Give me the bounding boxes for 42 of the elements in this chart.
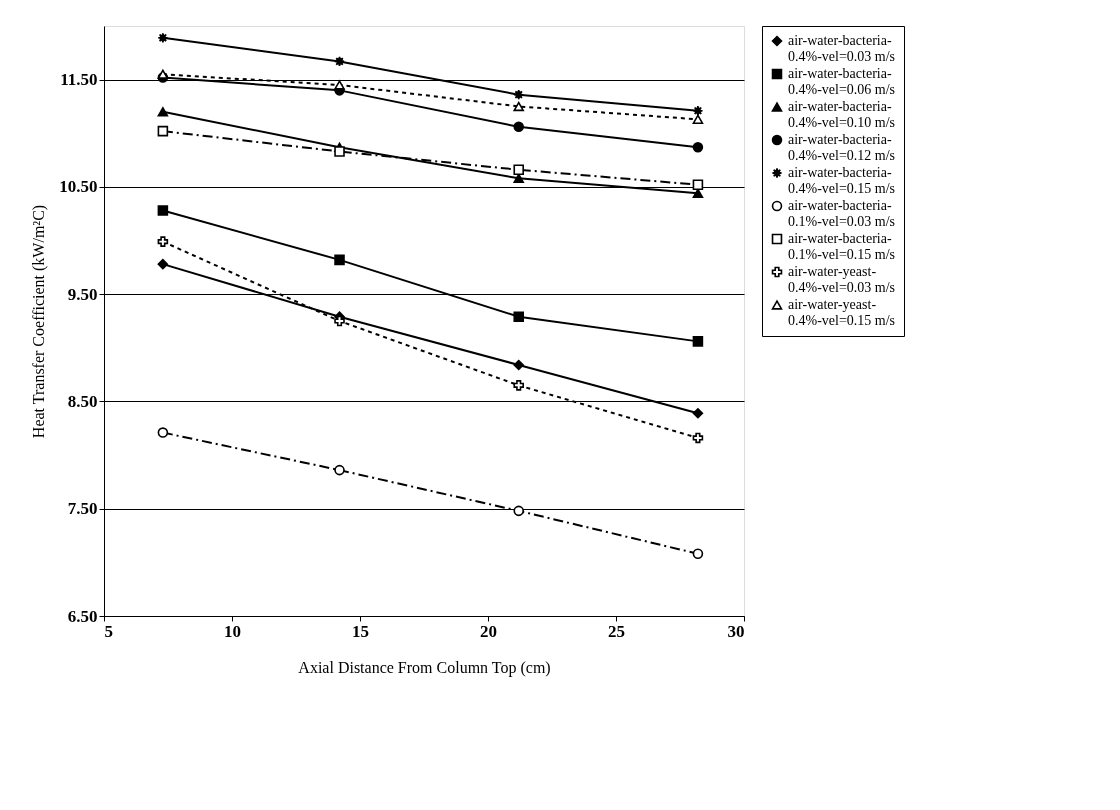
point	[157, 205, 169, 216]
point	[157, 107, 169, 117]
x-tick-label: 30	[727, 621, 745, 641]
point	[334, 254, 345, 266]
x-tick-label: 15	[352, 621, 369, 641]
point	[513, 505, 524, 517]
point	[157, 125, 169, 137]
point	[513, 359, 524, 371]
point	[692, 114, 704, 124]
y-tick-label: 6.50	[67, 606, 98, 626]
point	[692, 548, 704, 560]
y-axis-title: Heat Transfer Coefficient (kW/m²C)	[30, 204, 49, 439]
point	[334, 80, 345, 90]
point	[513, 164, 524, 176]
point	[692, 179, 704, 191]
point	[692, 336, 704, 347]
x-tick-label: 20	[480, 621, 497, 641]
x-tick-label: 10	[224, 621, 241, 641]
point	[157, 69, 169, 79]
point	[692, 407, 704, 419]
y-tick-label: 7.50	[67, 499, 98, 519]
legend-label: air-water-yeast-0.4%-vel=0.15 m/s	[788, 297, 896, 328]
point	[513, 311, 524, 322]
point	[692, 432, 704, 444]
point	[513, 380, 524, 391]
point	[513, 121, 524, 133]
y-tick-label: 10.50	[59, 177, 98, 197]
x-tick-label: 25	[608, 621, 625, 641]
point	[157, 258, 169, 270]
x-tick-label: 5	[104, 621, 113, 641]
y-tick-label: 8.50	[67, 391, 98, 411]
point	[157, 427, 169, 438]
x-axis-title: Axial Distance From Column Top (cm)	[298, 658, 551, 677]
point	[157, 32, 169, 44]
point	[157, 236, 169, 247]
point	[334, 146, 345, 157]
point	[692, 141, 704, 153]
point	[513, 101, 524, 112]
point	[692, 105, 704, 117]
y-tick-label: 11.50	[60, 70, 98, 90]
y-tick-label: 9.50	[67, 284, 98, 304]
point	[334, 464, 345, 476]
